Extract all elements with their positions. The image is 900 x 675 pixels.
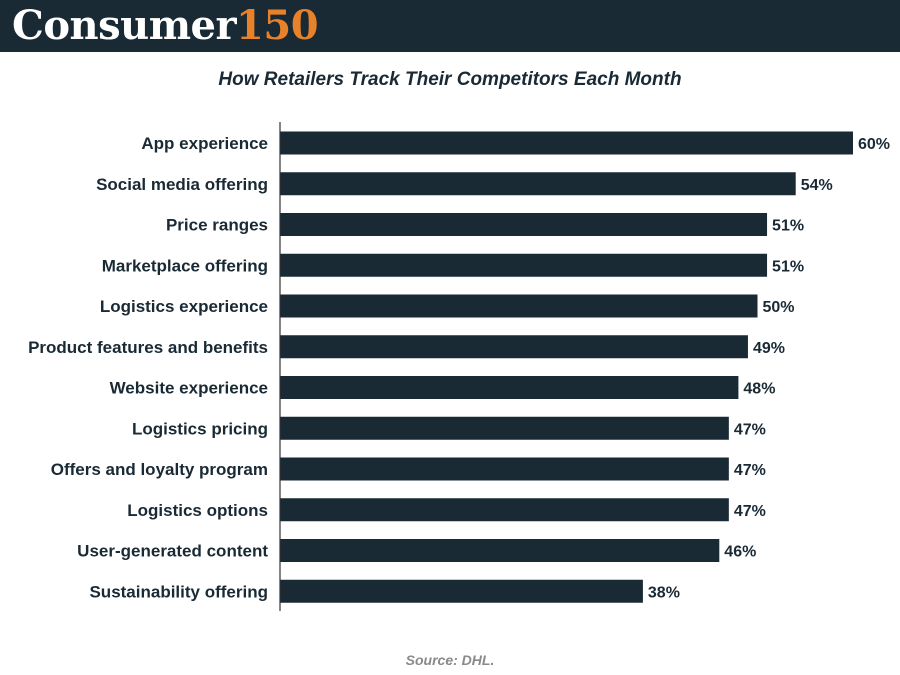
value-label: 47% [734,462,766,479]
category-label: Offers and loyalty program [51,460,268,479]
category-label: Website experience [110,379,268,398]
value-label: 54% [801,177,833,194]
bar [280,539,720,562]
category-label: Marketplace offering [102,256,268,275]
source-note: Source: DHL. [405,652,495,668]
bar [280,213,768,236]
header-bar: Consumer150 [0,0,900,52]
brand-logo-number: 150 [236,2,319,49]
value-label: 48% [743,381,775,398]
bar [280,335,748,359]
brand-logo: Consumer150 [12,2,319,50]
bar [280,376,739,399]
bar [280,172,796,196]
bar [280,498,729,522]
value-label: 49% [753,340,785,357]
category-label: Logistics pricing [132,419,268,438]
bar [280,579,643,603]
value-label: 50% [763,299,795,316]
bar [280,294,758,318]
category-label: App experience [141,134,268,153]
bar [280,131,853,155]
value-label: 38% [648,584,680,601]
value-label: 60% [858,136,890,153]
value-label: 51% [772,258,804,275]
value-label: 47% [734,503,766,520]
chart-title: How Retailers Track Their Competitors Ea… [218,69,682,90]
category-label: User-generated content [77,542,268,561]
category-label: Logistics experience [100,297,268,316]
category-label: Sustainability offering [89,582,268,601]
value-label: 51% [772,218,804,235]
category-label: Price ranges [166,216,268,235]
category-label: Social media offering [96,175,268,194]
value-label: 46% [724,544,756,561]
category-label: Product features and benefits [28,338,268,357]
category-label: Logistics options [127,501,268,520]
value-label: 47% [734,421,766,438]
bar [280,457,729,481]
bar [280,253,768,277]
brand-logo-word: Consumer [12,2,237,49]
bar [280,416,729,440]
